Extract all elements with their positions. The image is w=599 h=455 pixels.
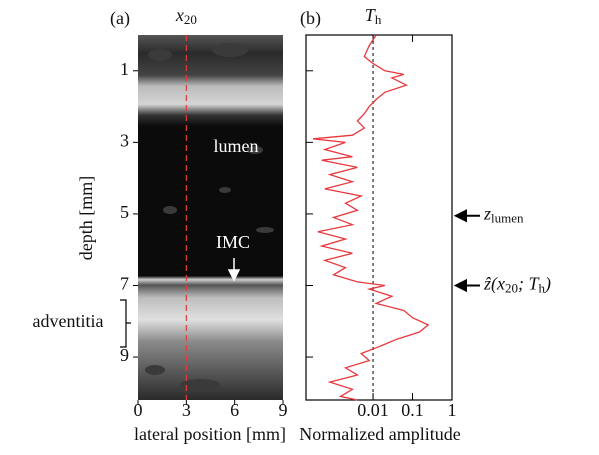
speckle [145, 43, 274, 391]
subscript: 20 [184, 12, 197, 27]
text: z [483, 204, 491, 224]
x-tick-label: 6 [230, 400, 239, 420]
plot-frame [305, 34, 453, 401]
text: ) [544, 274, 551, 295]
arrow [453, 209, 480, 223]
subscript: h [539, 280, 546, 295]
y-tick-label: 1 [120, 59, 129, 79]
y-tick-label: 9 [120, 345, 129, 365]
x-tick-label: 9 [279, 400, 288, 420]
subscript: lumen [491, 211, 524, 226]
label: zlumen [483, 204, 524, 226]
amplitude-line [312, 34, 430, 401]
ultrasound-image [138, 35, 283, 400]
x-axis-label: Normalized amplitude [299, 424, 460, 444]
text: T [365, 5, 377, 25]
subscript: h [375, 12, 382, 27]
x-tick-label: 1 [448, 400, 457, 420]
x-tick-label: 3 [182, 400, 191, 420]
annotation: lumen [214, 136, 259, 156]
arrow [453, 278, 480, 293]
x-tick-label: 0.01 [357, 400, 389, 420]
panel-label: (a) [110, 8, 130, 29]
annotation: IMC [216, 232, 250, 252]
x-tick-label: 0.1 [401, 400, 424, 420]
arrow [227, 258, 241, 282]
label: ẑ(x20; Th) [483, 274, 551, 296]
y-tick-label: 3 [120, 130, 129, 150]
label: x20 [175, 5, 197, 27]
y-axis-label: depth [mm] [76, 176, 96, 260]
y-tick-label: 7 [120, 274, 129, 294]
text: ; T [518, 274, 540, 294]
text: ẑ(x [483, 274, 505, 295]
annotation: adventitia [33, 311, 104, 331]
subscript: 20 [505, 280, 518, 295]
label: Th [365, 5, 382, 27]
panel-label: (b) [300, 8, 321, 29]
text: x [175, 5, 184, 25]
y-tick-label: 5 [120, 202, 129, 222]
x-axis-label: lateral position [mm] [134, 424, 286, 444]
x-tick-label: 0 [134, 400, 143, 420]
bracket [120, 299, 131, 348]
